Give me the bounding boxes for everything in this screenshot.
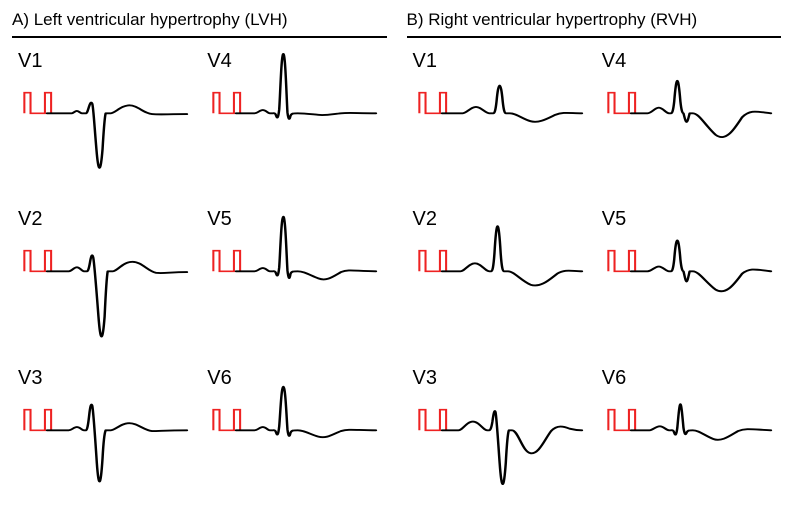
panel-b-title: B) Right ventricular hypertrophy (RVH) [407,10,782,38]
lead-cell-A-v3: V3 [12,363,197,517]
lead-cell-A-v1: V1 [12,46,197,200]
ecg-trace [236,54,376,119]
ecg-trace [631,241,771,292]
lead-cell-B-v2: V2 [407,204,592,358]
ecg-trace [236,217,376,280]
calibration-pulse [24,409,51,430]
lead-label: V6 [207,367,231,390]
lead-cell-B-v6: V6 [596,363,781,517]
lead-cell-A-v2: V2 [12,204,197,358]
calibration-pulse [24,251,51,272]
calibration-pulse [214,409,241,430]
ecg-trace [236,386,376,437]
lead-cell-A-v6: V6 [201,363,386,517]
lead-label: V5 [207,208,231,231]
lead-cell-A-v5: V5 [201,204,386,358]
calibration-pulse [419,251,446,272]
panel-b-grid: V1 V4 V2 V5 V3 V6 [407,46,782,517]
panel-b: B) Right ventricular hypertrophy (RVH) V… [407,10,782,517]
ecg-trace [631,404,771,440]
ecg-trace [47,404,187,481]
lead-label: V2 [413,208,437,231]
calibration-pulse [24,93,51,114]
lead-label: V2 [18,208,42,231]
calibration-pulse [608,409,635,430]
lead-label: V4 [207,50,231,73]
ecg-trace [441,411,581,484]
ecg-figure: A) Left ventricular hypertrophy (LVH) V1… [0,0,793,529]
lead-label: V6 [602,367,626,390]
lead-label: V5 [602,208,626,231]
ecg-trace [441,226,581,285]
lead-cell-B-v3: V3 [407,363,592,517]
panel-a-grid: V1 V4 V2 V5 V3 V6 [12,46,387,517]
calibration-pulse [214,93,241,114]
panel-a: A) Left ventricular hypertrophy (LVH) V1… [12,10,387,517]
panel-a-title: A) Left ventricular hypertrophy (LVH) [12,10,387,38]
lead-cell-B-v1: V1 [407,46,592,200]
lead-cell-B-v4: V4 [596,46,781,200]
ecg-trace [441,86,581,122]
lead-label: V3 [18,367,42,390]
ecg-trace [47,256,187,337]
calibration-pulse [608,93,635,114]
lead-label: V1 [18,50,42,73]
lead-cell-A-v4: V4 [201,46,386,200]
lead-cell-B-v5: V5 [596,204,781,358]
calibration-pulse [214,251,241,272]
calibration-pulse [419,409,446,430]
ecg-trace [631,81,771,137]
ecg-trace [47,103,187,168]
calibration-pulse [419,93,446,114]
lead-label: V1 [413,50,437,73]
lead-label: V3 [413,367,437,390]
lead-label: V4 [602,50,626,73]
calibration-pulse [608,251,635,272]
